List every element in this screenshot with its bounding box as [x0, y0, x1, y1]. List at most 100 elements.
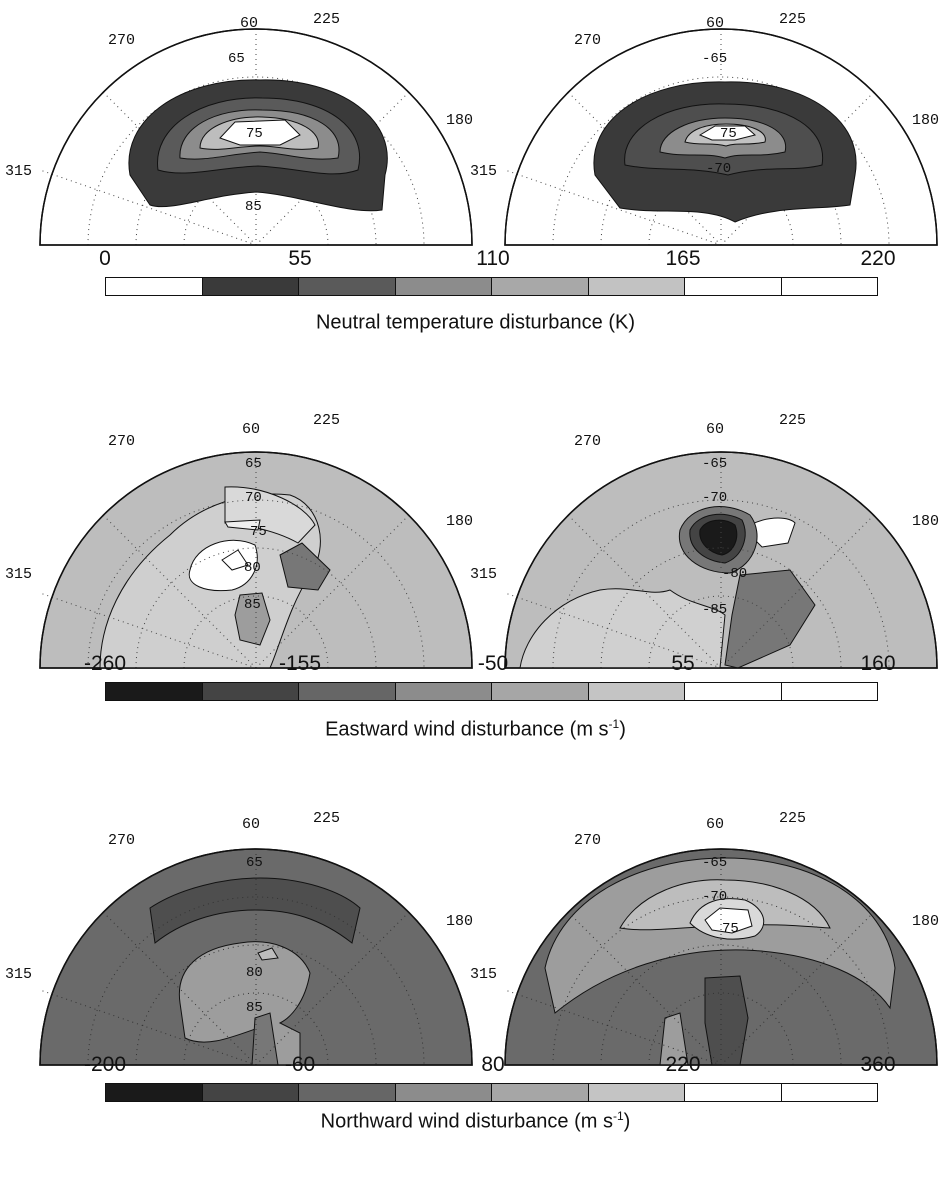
colorbar-segment: [781, 278, 877, 295]
colorbar-segment: [395, 278, 492, 295]
lat-label: 60: [240, 15, 258, 32]
colorbar-segment: [588, 278, 685, 295]
tick-label: 165: [665, 247, 701, 270]
lon-label: 225: [313, 11, 340, 28]
tick-label: 220: [860, 247, 896, 270]
colorbar-segment: [106, 683, 203, 700]
lon-label: 225: [779, 11, 806, 28]
colorbar-segment: [395, 1084, 492, 1101]
lon-label: 180: [912, 112, 939, 129]
tick-label: 55: [288, 247, 312, 270]
lon-label: 180: [912, 913, 939, 930]
lon-label: 180: [446, 513, 473, 530]
lat-label: 60: [706, 421, 724, 438]
colorbar-segment: [588, 1084, 685, 1101]
colorbar-segment: [685, 683, 782, 700]
colorbar-segment: [299, 683, 396, 700]
lat-label: 70: [245, 490, 262, 506]
colorbar-ticks: -200 -60 80 220 360: [80, 1053, 920, 1083]
lat-label: 65: [246, 855, 263, 871]
lat-label: -70: [702, 490, 727, 506]
lon-label: 315: [470, 163, 497, 180]
lon-label: 270: [574, 32, 601, 49]
lat-label: -70: [702, 889, 727, 905]
lat-label: 80: [244, 560, 261, 576]
lat-label: 60: [706, 15, 724, 32]
lat-label: -80: [722, 566, 747, 582]
lon-label: 315: [5, 966, 32, 983]
colorbar-segment: [106, 1084, 203, 1101]
tick-label: 80: [481, 1053, 505, 1076]
lat-label: 60: [706, 816, 724, 833]
lon-label: 180: [912, 513, 939, 530]
colorbar-segment: [588, 683, 685, 700]
lon-label: 180: [446, 913, 473, 930]
polar-plots-temperature: 65 75 85 60 270 225 180 315: [5, 11, 939, 246]
tick-label: -260: [83, 652, 127, 675]
lat-label: 75: [246, 126, 263, 142]
lat-label: 80: [246, 965, 263, 981]
panel-eastward-wind: 65 70 75 80 85 60 270 225 180 315: [0, 405, 951, 784]
panel-northward-wind: 65 80 85 60 270 225 180 315: [0, 808, 951, 1187]
lon-label: 315: [5, 163, 32, 180]
polar-plot-left: 65 70 75 80 85 60 270 225 180 315: [5, 412, 473, 669]
colorbar: [105, 1083, 878, 1102]
lon-label: 315: [470, 966, 497, 983]
lon-label: 270: [574, 832, 601, 849]
tick-label: 360: [860, 1053, 896, 1076]
tick-label: -155: [278, 652, 322, 675]
colorbar-segment: [685, 1084, 782, 1101]
tick-label: 110: [476, 247, 510, 270]
polar-plots-northward: 65 80 85 60 270 225 180 315: [5, 810, 939, 1066]
lat-label: 75: [250, 524, 267, 540]
colorbar: [105, 682, 878, 701]
polar-plots-eastward: 65 70 75 80 85 60 270 225 180 315: [5, 412, 939, 669]
colorbar-segment: [106, 278, 203, 295]
colorbar-segment: [202, 1084, 299, 1101]
colorbar-segment: [492, 1084, 589, 1101]
lat-label: 65: [228, 51, 245, 67]
colorbar: [105, 277, 878, 296]
lat-label: -85: [702, 602, 727, 618]
lon-label: 315: [5, 566, 32, 583]
tick-label: -50: [477, 652, 509, 675]
colorbar-segment: [781, 1084, 877, 1101]
colorbar-caption: Neutral temperature disturbance (K): [315, 311, 636, 334]
polar-plot-right: -65 -70 -80 -85 60 270 225 180 315: [470, 412, 939, 669]
lon-label: 180: [446, 112, 473, 129]
lat-label: 75: [720, 126, 737, 142]
lat-label: 65: [245, 456, 262, 472]
lat-label: 75: [722, 921, 739, 937]
lon-label: 270: [574, 433, 601, 450]
lon-label: 270: [108, 832, 135, 849]
panel-neutral-temperature: 65 75 85 60 270 225 180 315: [0, 0, 951, 379]
polar-plot-right: -65 -70 75 60 270 225 180 315: [470, 810, 939, 1066]
lat-label: 85: [245, 199, 262, 215]
polar-plot-left: 65 75 85 60 270 225 180 315: [5, 11, 473, 246]
lon-label: 270: [108, 433, 135, 450]
colorbar-segment: [492, 278, 589, 295]
lat-label: 85: [244, 597, 261, 613]
colorbar-caption: Eastward wind disturbance (m s-1): [325, 717, 626, 741]
tick-label: 55: [671, 652, 695, 675]
lat-label: -65: [702, 855, 727, 871]
colorbar-caption: Northward wind disturbance (m s-1): [320, 1109, 631, 1133]
lat-label: -65: [702, 51, 727, 67]
colorbar-ticks: 0 55 110 165 220: [80, 247, 920, 277]
lon-label: 225: [313, 810, 340, 827]
colorbar-segment: [685, 278, 782, 295]
lat-label: -70: [706, 161, 731, 177]
lat-label: -65: [702, 456, 727, 472]
polar-plot-right: -65 75 -70 60 270 225 180 315: [470, 11, 939, 246]
tick-label: -60: [284, 1053, 316, 1076]
tick-label: 0: [99, 247, 111, 270]
colorbar-segment: [202, 278, 299, 295]
lon-label: 225: [779, 810, 806, 827]
lat-label: 60: [242, 421, 260, 438]
colorbar-segment: [299, 1084, 396, 1101]
colorbar-segment: [492, 683, 589, 700]
lon-label: 225: [779, 412, 806, 429]
colorbar-segment: [202, 683, 299, 700]
lat-label: 60: [242, 816, 260, 833]
lon-label: 225: [313, 412, 340, 429]
